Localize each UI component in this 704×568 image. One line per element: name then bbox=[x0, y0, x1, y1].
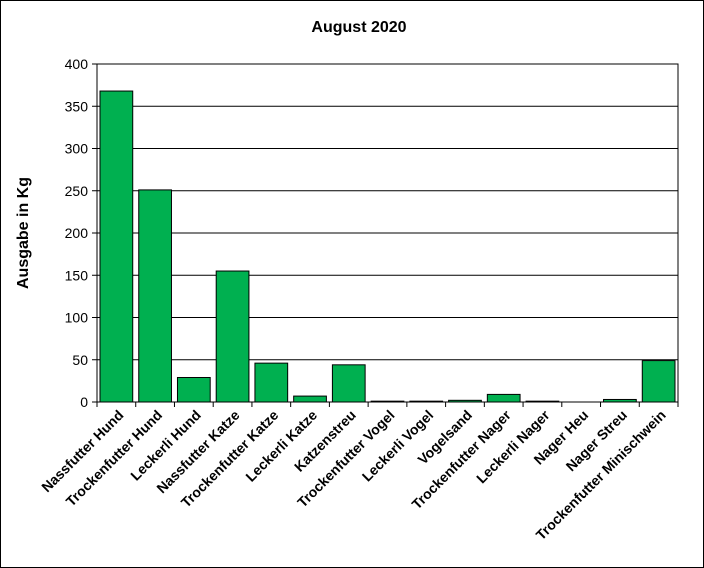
bar bbox=[176, 376, 211, 403]
gridlines bbox=[92, 63, 678, 403]
y-tick-label: 400 bbox=[65, 56, 89, 72]
bar bbox=[293, 395, 327, 403]
y-tick-label: 300 bbox=[65, 141, 89, 157]
chart-title: August 2020 bbox=[311, 19, 406, 36]
bar bbox=[641, 360, 676, 403]
plot-border bbox=[96, 63, 679, 403]
bar bbox=[254, 362, 289, 403]
y-tick-label: 200 bbox=[65, 225, 89, 241]
y-axis-label: Ausgabe in Kg bbox=[15, 177, 32, 289]
axes bbox=[96, 63, 679, 407]
y-tick-label: 250 bbox=[65, 183, 89, 199]
bar bbox=[486, 393, 521, 403]
y-tick-label: 50 bbox=[72, 352, 88, 368]
y-tick-label: 150 bbox=[65, 267, 89, 283]
y-tick-label: 0 bbox=[80, 394, 88, 410]
y-tick-label: 350 bbox=[65, 98, 89, 114]
y-tick-label: 100 bbox=[65, 310, 89, 326]
y-tick-labels: 0 50 100 150 200 250 300 350 400 bbox=[65, 56, 89, 410]
bar bbox=[331, 364, 366, 403]
bar bbox=[99, 90, 134, 403]
bar bbox=[215, 270, 250, 403]
bar bbox=[138, 189, 172, 403]
bars bbox=[99, 90, 676, 403]
